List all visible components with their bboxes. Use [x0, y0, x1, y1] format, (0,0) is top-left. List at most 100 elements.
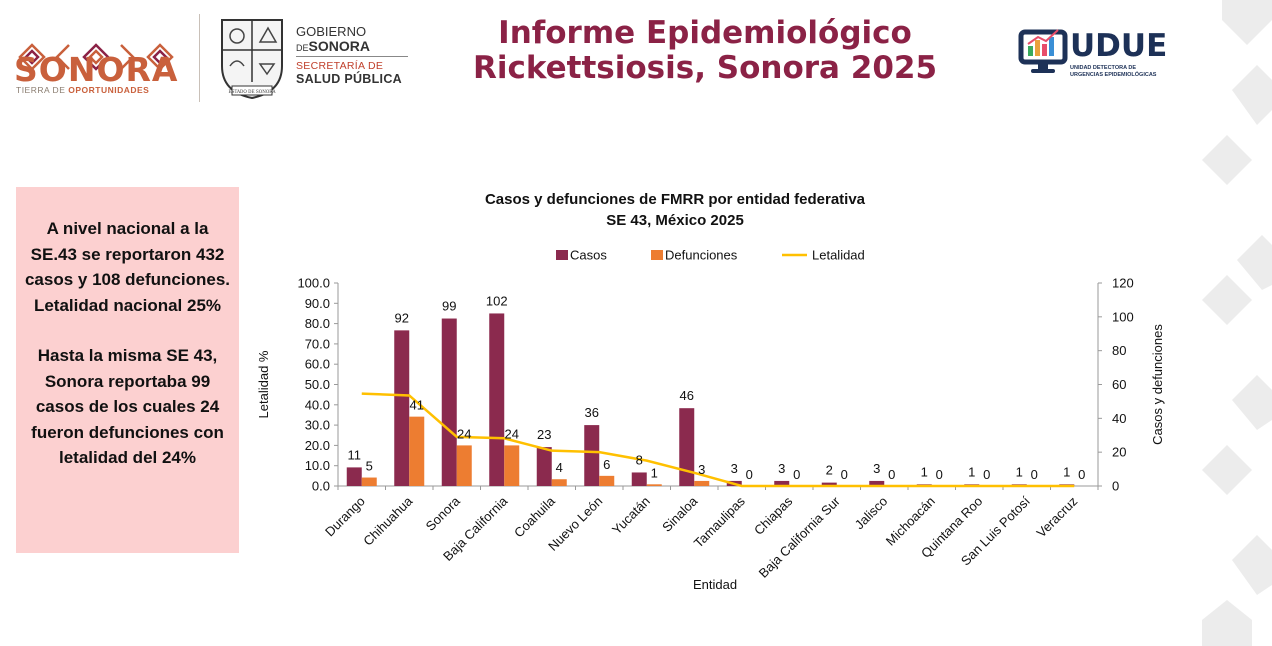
x-tick-label: Tamaulipas: [691, 493, 748, 550]
state-seal-icon: [221, 19, 283, 100]
bar-defunciones: [456, 445, 472, 486]
y-axis-right-label: Casos y defunciones: [1150, 324, 1165, 445]
data-label-defunciones: 41: [410, 398, 424, 413]
bar-defunciones: [646, 484, 662, 486]
x-axis-label: Entidad: [693, 577, 737, 592]
data-label-casos: 8: [636, 452, 643, 467]
page-title-line-2: Rickettsiosis, Sonora 2025: [472, 50, 938, 86]
x-tick-label: Jalisco: [852, 494, 891, 533]
data-label-casos: 1: [1016, 464, 1023, 479]
y-left-tick-label: 20.0: [305, 438, 330, 453]
data-label-casos: 3: [731, 461, 738, 476]
legend-swatch-casos: [556, 250, 568, 260]
y-right-tick-label: 20: [1112, 445, 1126, 460]
gov-line-3: SECRETARÍA DE: [296, 60, 384, 72]
y-left-tick-label: 90.0: [305, 296, 330, 311]
data-label-defunciones: 3: [698, 462, 705, 477]
data-label-casos: 102: [486, 293, 508, 308]
data-label-casos: 3: [778, 461, 785, 476]
data-label-casos: 46: [680, 388, 694, 403]
data-label-casos: 23: [537, 427, 551, 442]
data-label-casos: 92: [395, 310, 409, 325]
summary-sonora: Hasta la misma SE 43, Sonora reportaba 9…: [31, 346, 224, 467]
y-right-tick-label: 0: [1112, 479, 1119, 494]
bar-casos: [869, 480, 885, 486]
udue-wordmark: UDUE: [1070, 28, 1168, 64]
gov-line-2: DESONORA: [296, 38, 370, 54]
decorative-pattern: [1202, 0, 1272, 646]
udue-subtitle-line-2: URGENCIAS EPIDEMIOLÓGICAS: [1070, 72, 1157, 78]
y-left-tick-label: 70.0: [305, 336, 330, 351]
bar-defunciones: [694, 480, 710, 486]
data-label-defunciones: 24: [457, 426, 471, 441]
data-label-defunciones: 0: [888, 467, 895, 482]
bar-casos: [441, 318, 457, 486]
x-tick-label: Veracruz: [1033, 494, 1080, 541]
sonora-wordmark: SONORA: [14, 50, 179, 89]
bar-casos: [536, 447, 552, 486]
data-label-casos: 99: [442, 299, 456, 314]
x-tick-label: Yucatán: [609, 494, 653, 538]
y-right-tick-label: 60: [1112, 377, 1126, 392]
legend-label-defunciones: Defunciones: [665, 248, 738, 263]
chart-subtitle: SE 43, México 2025: [606, 212, 744, 229]
legend-label-letalidad: Letalidad: [812, 248, 865, 263]
gov-line-2-de: DE: [296, 43, 309, 53]
y-left-tick-label: 0.0: [312, 479, 330, 494]
bar-casos: [489, 313, 505, 486]
chart-bars: [346, 313, 1075, 486]
data-label-defunciones: 0: [793, 467, 800, 482]
gov-line-4: SALUD PÚBLICA: [296, 72, 402, 86]
header-divider: [199, 14, 200, 102]
gov-rule: [296, 56, 408, 57]
bar-defunciones: [551, 479, 567, 486]
y-left-tick-label: 50.0: [305, 377, 330, 392]
data-label-casos: 3: [873, 461, 880, 476]
udue-monitor-icon: [1018, 29, 1068, 73]
data-label-casos: 2: [826, 463, 833, 478]
data-label-casos: 36: [585, 405, 599, 420]
data-label-casos: 1: [921, 464, 928, 479]
summary-panel: A nivel nacional a la SE.43 se reportaro…: [16, 187, 239, 553]
page-title: Informe Epidemiológico Rickettsiosis, So…: [440, 16, 970, 86]
gov-line-1: GOBIERNO: [296, 24, 367, 39]
y-right-tick-label: 100: [1112, 309, 1134, 324]
data-label-defunciones: 5: [366, 459, 373, 474]
bar-defunciones: [409, 416, 425, 486]
gov-line-2-sonora: SONORA: [308, 38, 370, 54]
data-label-defunciones: 0: [841, 467, 848, 482]
x-tick-label: Durango: [322, 494, 368, 540]
bar-defunciones: [599, 475, 615, 486]
chart-title: Casos y defunciones de FMRR por entidad …: [485, 191, 866, 208]
y-left-tick-label: 80.0: [305, 316, 330, 331]
y-left-tick-label: 100.0: [297, 276, 330, 291]
sonora-ornament-logo: [18, 43, 174, 71]
fmrr-chart: Casos y defunciones de FMRR por entidad …: [256, 191, 1165, 592]
data-label-defunciones: 6: [603, 457, 610, 472]
y-left-tick-label: 30.0: [305, 418, 330, 433]
sonora-tagline: TIERRA DE OPORTUNIDADES: [16, 85, 149, 95]
data-label-defunciones: 1: [651, 465, 658, 480]
bar-defunciones: [504, 445, 520, 486]
data-label-defunciones: 0: [983, 467, 990, 482]
data-label-defunciones: 0: [936, 467, 943, 482]
bar-defunciones: [361, 477, 377, 486]
seal-caption: ESTADO DE SONORA: [229, 89, 277, 94]
sonora-tagline-pre: TIERRA DE: [16, 85, 69, 95]
bar-casos: [679, 408, 695, 486]
data-label-defunciones: 24: [505, 426, 519, 441]
x-tick-label: Chihuahua: [360, 493, 416, 549]
y-left-tick-label: 60.0: [305, 357, 330, 372]
bar-casos: [584, 425, 600, 486]
y-right-tick-label: 120: [1112, 276, 1134, 291]
udue-subtitle-line-1: UNIDAD DETECTORA DE: [1070, 65, 1137, 71]
data-label-defunciones: 0: [1031, 467, 1038, 482]
bar-casos: [821, 482, 837, 486]
data-label-casos: 11: [348, 447, 362, 462]
x-tick-label: Sonora: [423, 493, 464, 534]
line-letalidad: [361, 392, 1075, 488]
bar-casos: [631, 472, 647, 486]
legend-label-casos: Casos: [570, 248, 607, 263]
legend-swatch-defunciones: [651, 250, 663, 260]
data-label-casos: 1: [1063, 464, 1070, 479]
